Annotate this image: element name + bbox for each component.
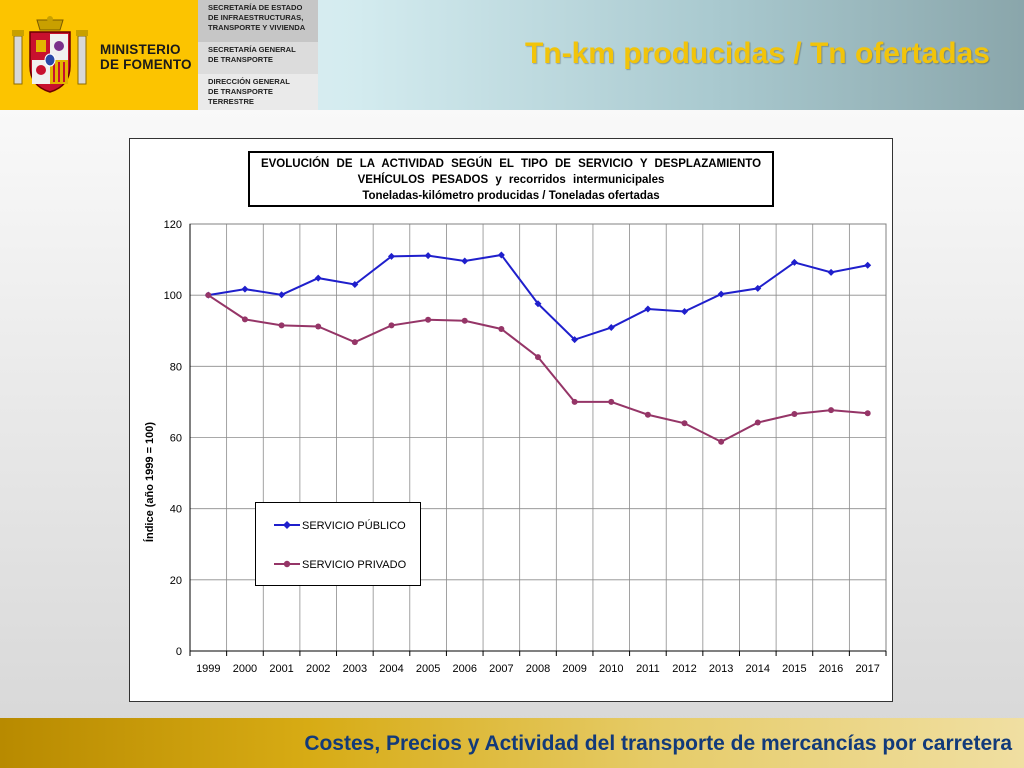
data-point-publico	[864, 261, 872, 269]
data-point-publico	[461, 257, 469, 265]
data-point-privado	[351, 339, 358, 346]
chart-title-line-2: VEHÍCULOS PESADOS y recorridos intermuni…	[357, 174, 665, 186]
x-tick-label: 2002	[306, 663, 330, 675]
data-point-privado	[571, 398, 578, 405]
org3-line: TERRESTRE	[208, 97, 254, 106]
data-point-privado	[791, 411, 798, 418]
x-tick-label: 2011	[636, 663, 660, 675]
org3-line: DIRECCIÓN GENERAL	[208, 77, 290, 86]
y-axis-label: Índice (año 1999 = 100)	[144, 421, 156, 543]
data-point-privado	[241, 316, 248, 323]
data-point-publico	[351, 280, 359, 288]
x-tick-label: 2001	[269, 663, 293, 675]
data-point-privado	[278, 322, 285, 329]
data-point-privado	[681, 420, 688, 427]
x-tick-label: 2016	[819, 663, 843, 675]
x-tick-label: 2014	[746, 663, 770, 675]
legend-marker-circle-icon	[274, 560, 300, 568]
ministry-line-1: MINISTERIO	[100, 42, 181, 57]
ministry-line-2: DE FOMENTO	[100, 57, 192, 72]
chart-legend: SERVICIO PÚBLICO SERVICIO PRIVADO	[255, 502, 421, 586]
org1-line: TRANSPORTE Y VIVIENDA	[208, 23, 306, 32]
chart-title-line-3: Toneladas-kilómetro producidas / Tonelad…	[362, 190, 660, 202]
x-tick-label: 2004	[379, 663, 403, 675]
data-point-publico	[717, 290, 725, 298]
data-point-publico	[497, 251, 505, 259]
coat-of-arms-icon	[12, 16, 88, 93]
data-point-publico	[571, 336, 579, 344]
y-tick-label: 80	[170, 361, 182, 373]
data-point-privado	[754, 419, 761, 426]
x-tick-label: 1999	[196, 663, 220, 675]
data-point-privado	[718, 438, 725, 445]
data-point-privado	[205, 292, 212, 299]
data-point-privado	[535, 354, 541, 361]
data-point-publico	[534, 300, 542, 308]
y-tick-label: 40	[170, 504, 182, 516]
organization-list: SECRETARÍA DE ESTADO DE INFRAESTRUCTURAS…	[198, 0, 318, 110]
org-secretaria-estado: SECRETARÍA DE ESTADO DE INFRAESTRUCTURAS…	[198, 0, 318, 42]
data-point-privado	[828, 407, 835, 414]
org3-line: DE TRANSPORTE	[208, 87, 273, 96]
line-chart: 0 20 40 60 80 100 120 1999 2000 2001 2002 2003 2004 2…	[164, 219, 887, 675]
data-point-publico	[790, 258, 798, 266]
x-tick-label: 2012	[672, 663, 696, 675]
x-tick-label: 2017	[855, 663, 879, 675]
y-tick-label: 20	[170, 575, 182, 587]
x-tick-label: 2010	[599, 663, 623, 675]
x-tick-label: 2000	[233, 663, 257, 675]
y-tick-label: 60	[170, 433, 182, 445]
data-point-privado	[461, 317, 468, 324]
x-tick-label: 2008	[526, 663, 550, 675]
org-secretaria-general: SECRETARÍA GENERAL DE TRANSPORTE	[198, 42, 318, 74]
slide-header: MINISTERIO DE FOMENTO SECRETARÍA DE ESTA…	[0, 0, 1024, 110]
data-point-publico	[607, 324, 615, 332]
y-tick-label: 0	[176, 646, 182, 658]
data-point-publico	[241, 285, 249, 293]
x-tick-label: 2015	[782, 663, 806, 675]
data-point-publico	[314, 274, 322, 282]
org2-line: DE TRANSPORTE	[208, 55, 273, 64]
data-point-publico	[754, 284, 762, 292]
x-tick-label: 2007	[489, 663, 513, 675]
data-point-publico	[387, 252, 395, 260]
org1-line: SECRETARÍA DE ESTADO	[208, 3, 303, 12]
org2-line: SECRETARÍA GENERAL	[208, 45, 296, 54]
data-point-privado	[498, 325, 505, 332]
x-tick-label: 2003	[343, 663, 367, 675]
ministry-name: MINISTERIO DE FOMENTO	[100, 42, 192, 72]
legend-marker-diamond-icon	[274, 521, 300, 529]
x-tick-label: 2009	[562, 663, 586, 675]
slide-title: Tn-km producidas / Tn ofertadas	[524, 37, 990, 70]
series-line-privado	[207, 294, 868, 443]
legend-label-privado: SERVICIO PRIVADO	[302, 559, 407, 571]
data-point-publico	[644, 305, 652, 313]
y-tick-label: 100	[164, 290, 182, 302]
x-tick-label: 2006	[452, 663, 476, 675]
footer-text: Costes, Precios y Actividad del transpor…	[304, 732, 1012, 755]
ministry-logo-block: MINISTERIO DE FOMENTO	[0, 0, 198, 110]
data-point-privado	[388, 322, 395, 329]
slide-footer: Costes, Precios y Actividad del transpor…	[0, 718, 1024, 768]
chart-frame: 0 20 40 60 80 100 120 1999 2000 2001 2002 2003 2004 2…	[129, 138, 893, 702]
y-tick-label: 120	[164, 219, 182, 231]
org-direccion-general: DIRECCIÓN GENERAL DE TRANSPORTE TERRESTR…	[198, 74, 318, 110]
chart-title-line-1: EVOLUCIÓN DE LA ACTIVIDAD SEGÚN EL TIPO …	[260, 158, 762, 170]
data-point-publico	[681, 308, 689, 316]
data-point-publico	[278, 291, 286, 299]
data-point-privado	[425, 316, 432, 323]
x-tick-label: 2005	[416, 663, 440, 675]
org1-line: DE INFRAESTRUCTURAS,	[208, 13, 304, 22]
data-point-publico	[424, 252, 432, 260]
data-point-privado	[315, 323, 322, 330]
chart-title-box: EVOLUCIÓN DE LA ACTIVIDAD SEGÚN EL TIPO …	[248, 151, 774, 207]
x-tick-label: 2013	[709, 663, 733, 675]
legend-label-publico: SERVICIO PÚBLICO	[302, 520, 406, 532]
data-point-privado	[608, 398, 615, 405]
data-point-publico	[827, 268, 835, 276]
data-point-privado	[644, 411, 651, 418]
data-point-privado	[864, 410, 871, 417]
